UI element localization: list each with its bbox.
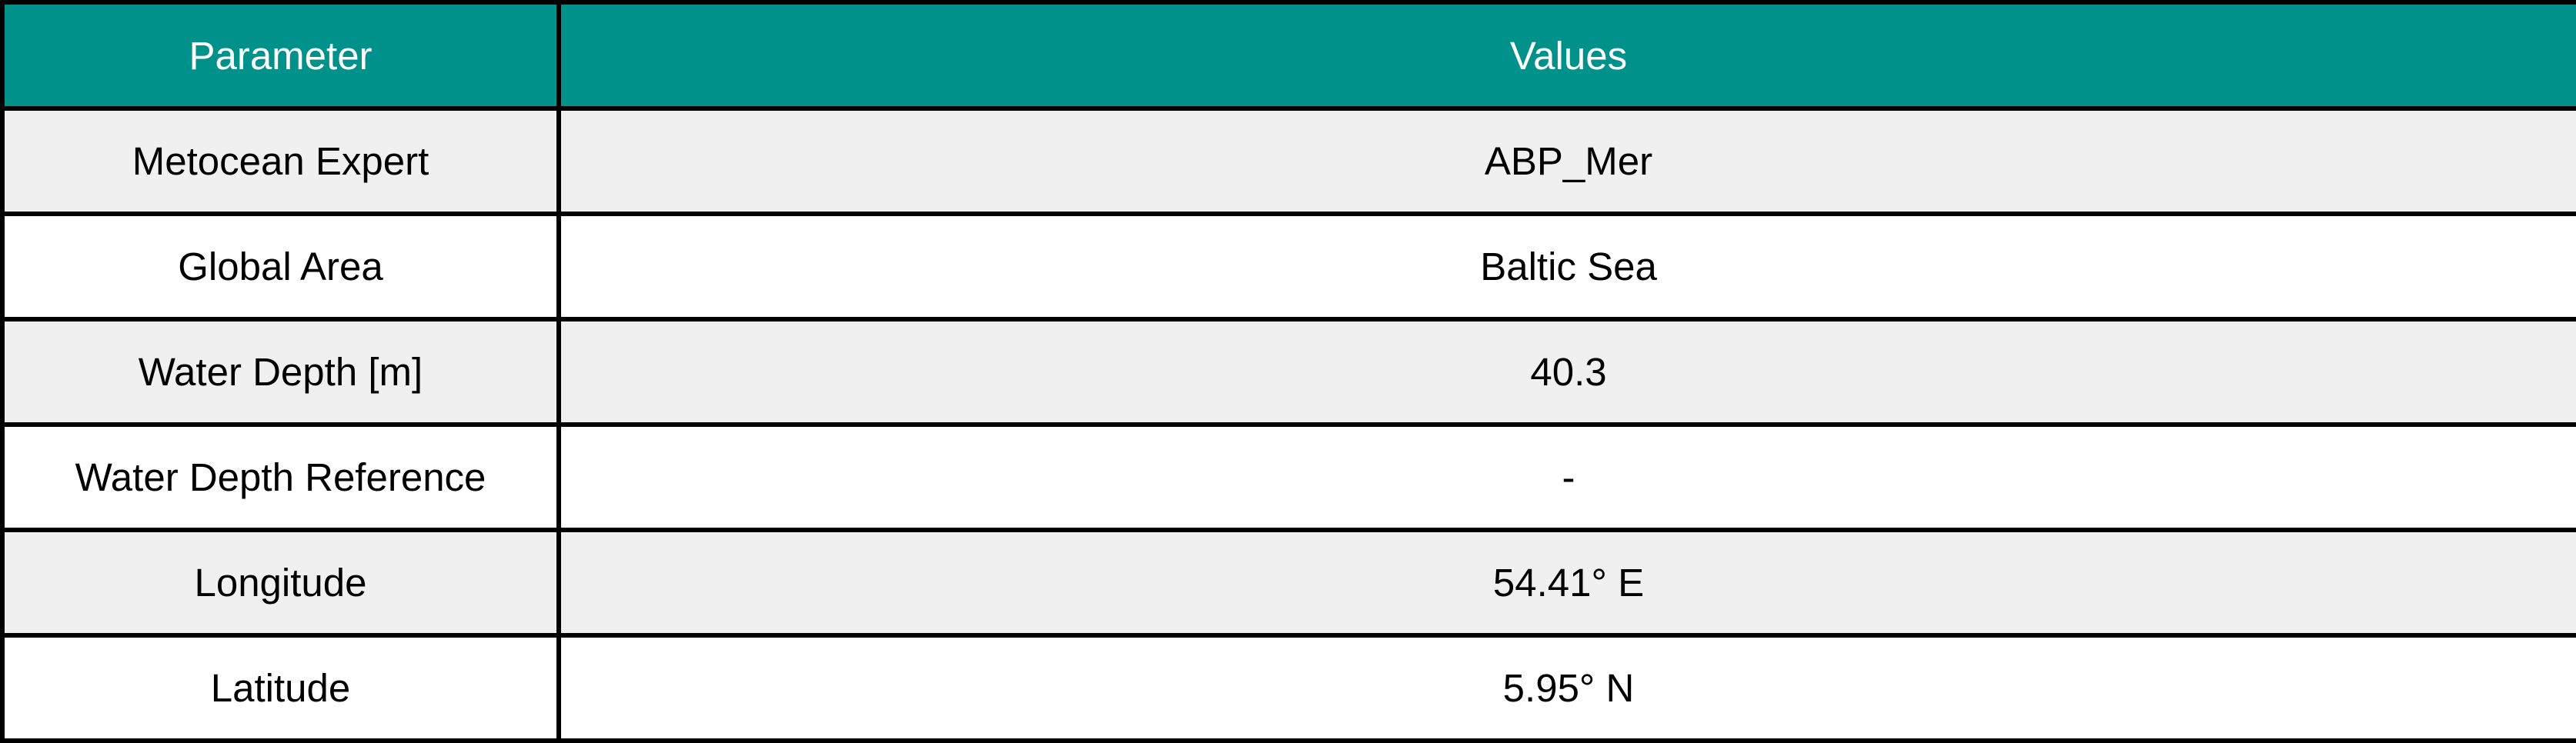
parameter-cell: Latitude bbox=[0, 633, 561, 743]
column-header-parameter: Parameter bbox=[0, 0, 561, 111]
parameter-cell: Longitude bbox=[0, 528, 561, 638]
table-row: Global Area Baltic Sea bbox=[0, 212, 2576, 322]
value-cell: Baltic Sea bbox=[556, 212, 2576, 322]
parameter-cell: Water Depth [m] bbox=[0, 317, 561, 427]
value-cell: 54.41° E bbox=[556, 528, 2576, 638]
table-row: Water Depth [m] 40.3 bbox=[0, 317, 2576, 427]
value-cell: - bbox=[556, 422, 2576, 532]
parameter-cell: Global Area bbox=[0, 212, 561, 322]
table-row: Longitude 54.41° E bbox=[0, 528, 2576, 638]
table-header: Parameter Values bbox=[0, 0, 2576, 111]
header-row: Parameter Values bbox=[0, 0, 2576, 111]
table-row: Water Depth Reference - bbox=[0, 422, 2576, 532]
column-header-values: Values bbox=[556, 0, 2576, 111]
parameter-cell: Metocean Expert bbox=[0, 106, 561, 216]
table-row: Latitude 5.95° N bbox=[0, 633, 2576, 743]
parameter-cell: Water Depth Reference bbox=[0, 422, 561, 532]
table-row: Metocean Expert ABP_Mer bbox=[0, 106, 2576, 216]
value-cell: 40.3 bbox=[556, 317, 2576, 427]
value-cell: 5.95° N bbox=[556, 633, 2576, 743]
value-cell: ABP_Mer bbox=[556, 106, 2576, 216]
table-body: Metocean Expert ABP_Mer Global Area Balt… bbox=[0, 106, 2576, 743]
